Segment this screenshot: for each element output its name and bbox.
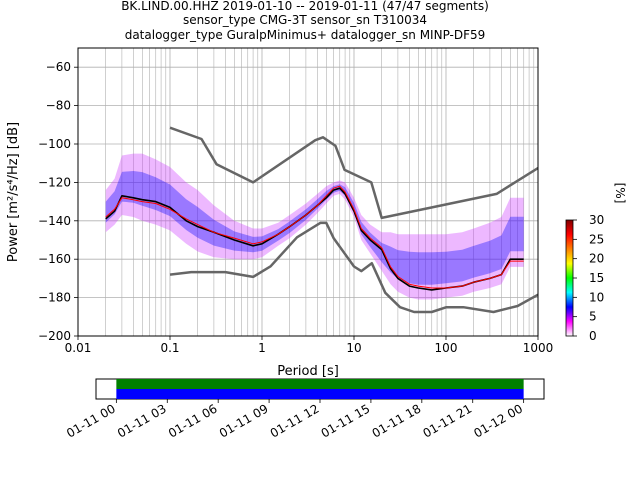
y-tick-label: −160 <box>38 252 71 266</box>
timeline-tick-label: 01-11 09 <box>217 401 271 440</box>
title-line-2: sensor_type CMG-3T sensor_sn T310034 <box>183 13 427 27</box>
timeline-bar-available <box>116 389 524 399</box>
timeline-bars <box>116 379 524 399</box>
colorbar-tick-label: 10 <box>589 290 604 304</box>
timeline-tick-label: 01-12 00 <box>471 401 525 440</box>
timeline-tick-label: 01-11 00 <box>64 401 118 440</box>
colorbar-ticks: 0 5 10 15 20 25 30 <box>573 213 604 343</box>
x-tick-label: 100 <box>435 341 458 355</box>
x-tick-label: 1000 <box>523 341 554 355</box>
y-tick-label: −200 <box>38 329 71 343</box>
y-ticks: −200 −180 −160 −140 −120 −100 −80 −60 <box>38 60 78 343</box>
colorbar: 0 5 10 15 20 25 30 [%] <box>565 183 627 343</box>
colorbar-tick-label: 5 <box>589 310 597 324</box>
colorbar-tick-label: 20 <box>589 252 604 266</box>
density-band <box>105 153 524 300</box>
x-tick-label: 0.01 <box>65 341 92 355</box>
colorbar-tick-label: 15 <box>589 271 604 285</box>
title-line-3: datalogger_type GuralpMinimus+ datalogge… <box>125 28 486 42</box>
colorbar-tick-label: 0 <box>589 329 597 343</box>
title-line-1: BK.LIND.00.HHZ 2019-01-10 -- 2019-01-11 … <box>121 0 489 13</box>
y-tick-label: −60 <box>46 60 71 74</box>
timeline-bar-processed <box>116 379 524 389</box>
colorbar-label: [%] <box>613 183 627 204</box>
colorbar-tick-label: 25 <box>589 232 604 246</box>
timeline-tick-label: 01-11 21 <box>421 401 475 440</box>
y-tick-label: −100 <box>38 137 71 151</box>
x-tick-label: 10 <box>346 341 361 355</box>
x-tick-label: 0.1 <box>160 341 179 355</box>
timeline-tick-label: 01-11 15 <box>319 401 373 440</box>
y-tick-label: −180 <box>38 291 71 305</box>
timeline-tick-label: 01-11 06 <box>166 401 220 440</box>
y-tick-label: −140 <box>38 214 71 228</box>
x-axis-label: Period [s] <box>277 364 339 379</box>
y-tick-label: −80 <box>46 99 71 113</box>
colorbar-fill <box>565 219 574 337</box>
density-core <box>105 171 524 285</box>
y-tick-label: −120 <box>38 175 71 189</box>
series-nhnm <box>169 126 538 220</box>
x-tick-label: 1 <box>258 341 266 355</box>
series-nlnm <box>169 221 538 314</box>
main-plot: 0.01 0.1 1 10 100 1000 −200 −180 −160 −140 −120 −1… <box>6 47 554 379</box>
timeline-tick-label: 01-11 12 <box>268 401 322 440</box>
timeline-tick-label: 01-11 03 <box>115 401 169 440</box>
y-axis-label: Power [m²/s⁴/Hz] [dB] <box>6 122 21 262</box>
timeline-tick-label: 01-11 18 <box>370 401 424 440</box>
colorbar-tick-label: 30 <box>589 213 604 227</box>
x-ticks: 0.01 0.1 1 10 100 1000 <box>65 336 554 355</box>
plot-frame <box>77 47 539 337</box>
series-lines <box>105 126 538 314</box>
density-envelope <box>105 153 524 300</box>
series-mean <box>105 185 524 289</box>
